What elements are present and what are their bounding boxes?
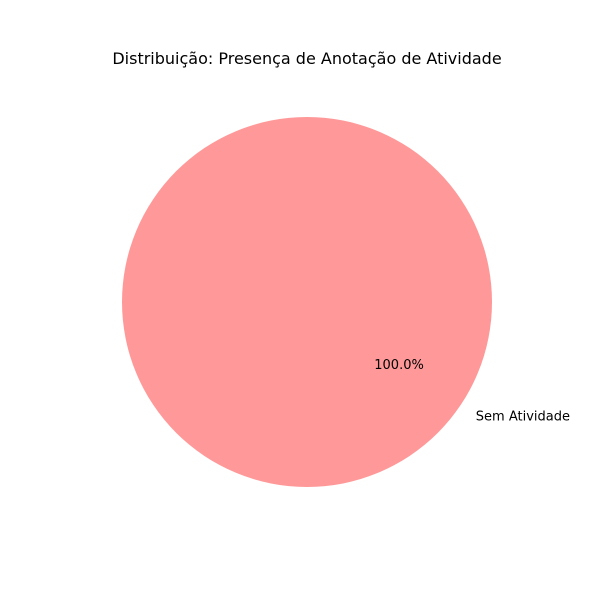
slice-percent-label: 100.0% (374, 358, 424, 373)
pie-slices (122, 117, 492, 487)
chart-title: Distribuição: Presença de Anotação de At… (112, 49, 501, 68)
pie-slice (122, 117, 492, 487)
slice-category-label: Sem Atividade (476, 410, 570, 425)
pie-labels: 100.0% Sem Atividade (374, 358, 570, 425)
